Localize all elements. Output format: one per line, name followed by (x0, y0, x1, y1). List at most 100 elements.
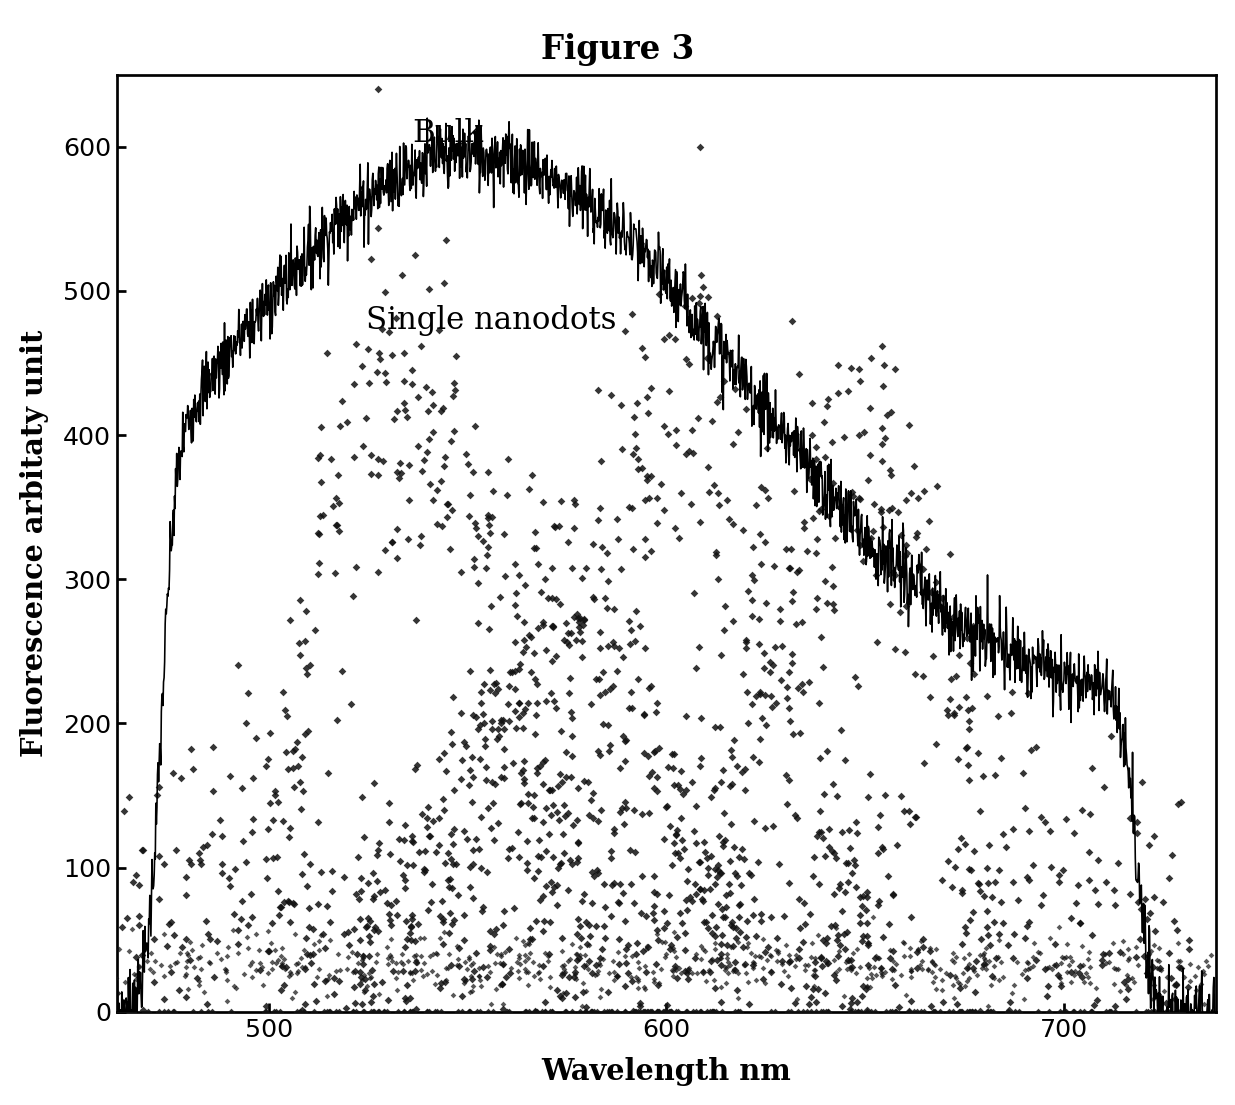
Point (782, 645, 802, 663)
Point (247, 729, 267, 747)
Point (275, 960, 295, 978)
Point (632, 806, 652, 823)
Point (741, 866, 761, 884)
Point (410, 929, 430, 947)
Point (1016, 954, 1036, 971)
Point (666, 844, 685, 862)
Point (401, 376, 421, 393)
Point (442, 915, 462, 933)
Point (546, 518, 566, 536)
Point (940, 1003, 960, 1021)
Point (524, 954, 543, 971)
Point (974, 949, 994, 967)
Point (469, 968, 489, 986)
Point (883, 953, 903, 970)
Point (477, 968, 496, 986)
Point (951, 980, 971, 998)
Point (818, 1003, 837, 1021)
Point (337, 413, 357, 431)
Point (1156, 994, 1176, 1012)
Point (300, 655, 320, 673)
Point (779, 951, 799, 969)
Point (485, 674, 505, 692)
Point (704, 970, 724, 988)
Point (638, 490, 658, 507)
Point (273, 812, 293, 830)
Point (1050, 968, 1070, 986)
Point (472, 694, 492, 712)
Point (96, 1003, 116, 1021)
Point (655, 934, 674, 951)
Point (657, 1003, 677, 1021)
Point (823, 558, 842, 576)
Point (725, 953, 745, 970)
Point (750, 947, 769, 965)
Point (743, 954, 763, 971)
Point (421, 893, 441, 911)
Point (374, 882, 394, 899)
Point (389, 831, 409, 849)
Point (467, 1003, 487, 1021)
Point (466, 514, 485, 532)
Point (363, 961, 383, 979)
Point (655, 948, 674, 966)
Point (666, 330, 685, 348)
Point (459, 777, 479, 794)
Point (751, 729, 771, 747)
Point (488, 814, 508, 832)
Point (258, 750, 278, 768)
Point (608, 530, 627, 548)
Point (184, 958, 204, 976)
Point (1056, 1003, 1076, 1021)
Point (787, 809, 806, 827)
Point (788, 990, 808, 1008)
Point (1018, 960, 1037, 978)
Point (632, 867, 652, 885)
Point (1166, 990, 1186, 1008)
Point (772, 953, 792, 970)
Point (1099, 954, 1119, 971)
Point (590, 989, 610, 1007)
Point (963, 618, 983, 635)
Point (1150, 997, 1170, 1014)
Point (684, 822, 704, 840)
Point (860, 765, 879, 782)
Point (1167, 920, 1187, 938)
Point (180, 855, 200, 873)
Point (726, 929, 746, 947)
Point (652, 933, 672, 950)
Point (952, 935, 972, 953)
Point (573, 617, 593, 634)
Point (705, 547, 725, 565)
Point (614, 884, 634, 902)
Point (835, 883, 855, 901)
Point (478, 546, 498, 564)
Point (885, 976, 905, 993)
Point (622, 540, 642, 558)
Point (834, 987, 853, 1004)
Point (725, 1003, 745, 1021)
Point (419, 430, 438, 448)
Point (598, 983, 618, 1001)
Point (324, 986, 343, 1003)
Point (559, 950, 579, 968)
Point (664, 745, 684, 762)
Point (540, 945, 559, 962)
Point (126, 970, 146, 988)
Point (163, 1003, 183, 1021)
Point (587, 1003, 606, 1021)
Point (645, 970, 664, 988)
Point (316, 988, 336, 1006)
Point (979, 836, 999, 854)
Point (584, 535, 604, 552)
Point (826, 849, 846, 866)
Point (105, 1003, 125, 1021)
Point (857, 927, 877, 945)
Point (779, 953, 799, 970)
Point (818, 594, 837, 612)
Point (582, 894, 601, 912)
Point (839, 821, 858, 839)
Point (1051, 977, 1071, 995)
Point (368, 562, 388, 580)
Point (390, 853, 410, 871)
